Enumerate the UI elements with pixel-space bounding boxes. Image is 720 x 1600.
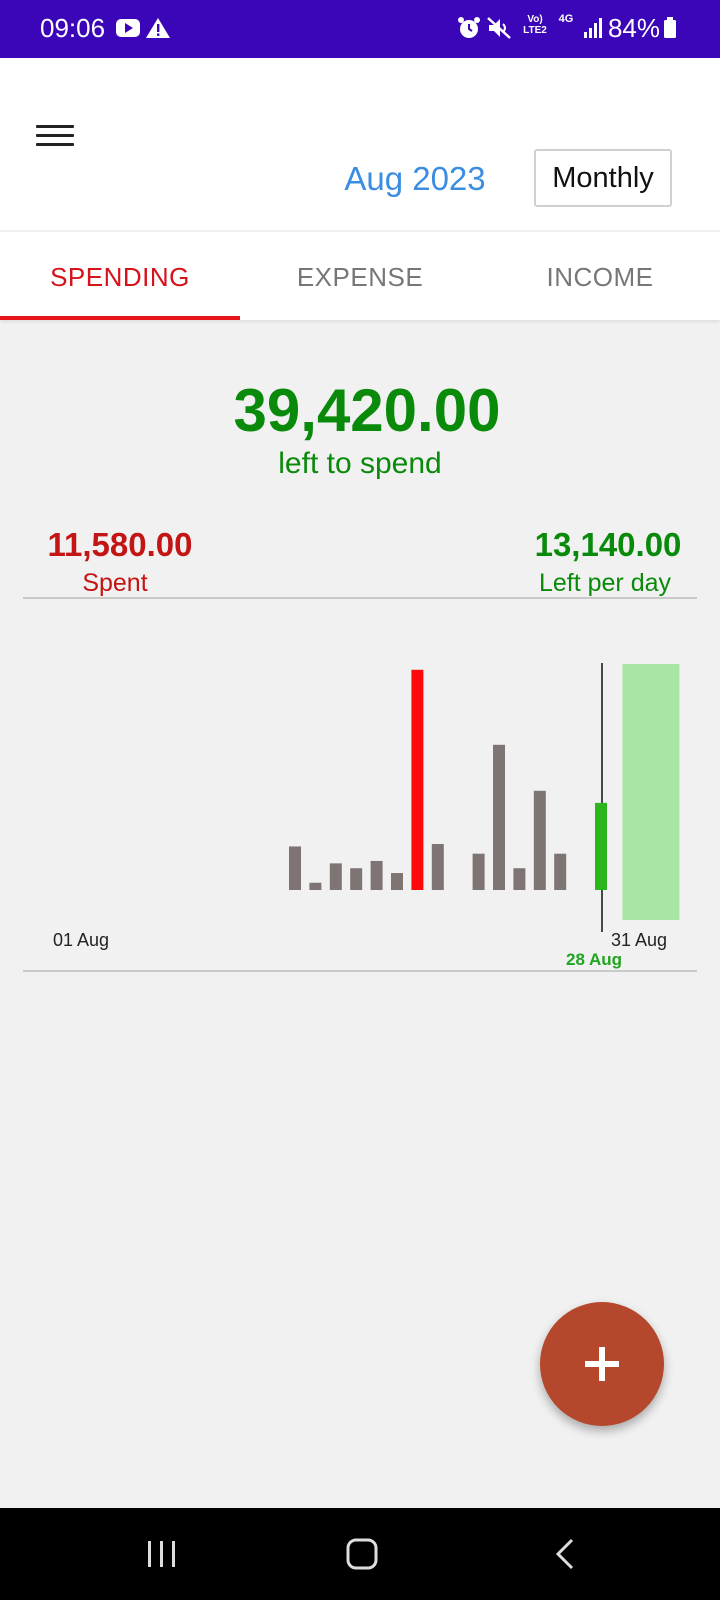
menu-icon-line <box>36 143 74 146</box>
warning-icon <box>146 18 170 38</box>
spending-bar <box>513 868 526 890</box>
spending-chart: 01 Aug 31 Aug 28 Aug <box>0 600 720 980</box>
network-label: 4G <box>558 13 574 25</box>
app-bar: Aug 2023 Monthly <box>0 58 720 230</box>
over-budget-bar <box>411 669 424 890</box>
left-per-day-amount: 13,140.00 <box>534 526 682 563</box>
spending-bar <box>309 882 322 890</box>
lte-label: Vo) LTE2 <box>523 14 547 36</box>
battery-percent: 84% <box>607 13 660 43</box>
chart-today-label: 28 Aug <box>566 950 623 969</box>
spent-label: Spent <box>82 569 148 597</box>
spending-bar <box>472 853 485 890</box>
left-per-day-label: Left per day <box>538 569 672 597</box>
today-bar <box>595 802 607 890</box>
signal-icon <box>584 18 602 38</box>
spending-bar <box>370 860 383 890</box>
spending-bar <box>391 873 403 890</box>
spent-amount: 11,580.00 <box>47 526 193 563</box>
plus-icon <box>599 1347 605 1381</box>
left-to-spend-amount: 39,420.00 <box>233 377 501 444</box>
spending-bar <box>350 868 363 890</box>
menu-button[interactable] <box>30 118 80 158</box>
menu-icon-line <box>36 134 74 137</box>
chart-start-label: 01 Aug <box>53 930 110 950</box>
battery-icon <box>664 17 676 38</box>
spending-bar <box>493 744 505 890</box>
mute-icon <box>487 17 511 39</box>
remaining-budget-area <box>622 664 680 920</box>
period-mode-select[interactable]: Monthly <box>534 149 672 207</box>
home-icon[interactable] <box>332 1528 392 1580</box>
recent-apps-icon[interactable] <box>132 1528 192 1580</box>
spending-bar <box>431 844 444 890</box>
tab-income[interactable]: INCOME <box>546 262 654 292</box>
active-tab-indicator <box>0 316 240 320</box>
status-bar: 09:06 Vo) LTE2 4G 84% <box>0 0 720 58</box>
menu-icon-line <box>36 125 74 128</box>
left-to-spend-label: left to spend <box>278 447 442 480</box>
divider <box>23 597 697 599</box>
tab-bar: SPENDING EXPENSE INCOME <box>0 232 720 320</box>
tab-spending[interactable]: SPENDING <box>50 262 190 292</box>
spending-bar <box>533 790 546 890</box>
spending-chart-svg <box>289 663 680 932</box>
spending-bar <box>329 863 342 890</box>
youtube-icon <box>116 19 140 37</box>
system-nav-bar <box>0 1508 720 1600</box>
add-transaction-button[interactable] <box>540 1302 664 1426</box>
alarm-icon <box>458 17 480 38</box>
period-title[interactable]: Aug 2023 <box>344 160 486 197</box>
status-time: 09:06 <box>40 13 106 43</box>
tab-expense[interactable]: EXPENSE <box>296 262 424 292</box>
divider <box>23 970 697 972</box>
chart-end-label: 31 Aug <box>611 930 668 950</box>
back-icon[interactable] <box>536 1528 596 1580</box>
spending-bar <box>554 853 567 890</box>
spending-bar <box>289 846 301 890</box>
